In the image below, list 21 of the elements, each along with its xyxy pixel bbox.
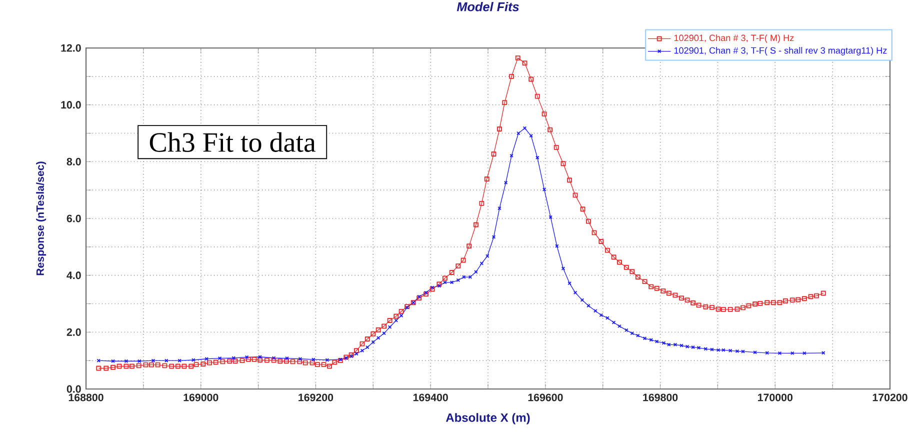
- x-tick-label: 168800: [68, 394, 104, 402]
- legend-label: 102901, Chan # 3, T-F( S - shall rev 3 magtarg11) Hz: [674, 47, 887, 56]
- x-tick-label: 169000: [184, 394, 218, 402]
- y-tick-label: 2.0: [66, 328, 81, 336]
- x-tick-label: 169400: [413, 394, 448, 402]
- y-tick-label: 4.0: [66, 272, 81, 280]
- legend-label: 102901, Chan # 3, T-F( M) Hz: [674, 34, 794, 43]
- x-tick-label: 170200: [872, 394, 908, 402]
- y-tick-label: 8.0: [66, 158, 81, 166]
- chart-title: Model Fits: [456, 2, 519, 12]
- x-tick-label: 169800: [643, 394, 678, 402]
- x-tick-label: 169600: [528, 394, 563, 402]
- annotation: Ch3 Fit to data: [150, 132, 316, 152]
- x-tick-label: 169200: [298, 394, 334, 402]
- y-tick-label: 12.0: [61, 44, 81, 52]
- y-axis-title: Response (nTesla/sec): [36, 162, 46, 276]
- y-tick-label: 0.0: [66, 385, 81, 393]
- y-tick-label: 6.0: [66, 214, 81, 222]
- y-tick-label: 10.0: [61, 101, 81, 109]
- x-axis-title: Absolute X (m): [446, 413, 530, 424]
- x-tick-label: 170000: [758, 394, 792, 402]
